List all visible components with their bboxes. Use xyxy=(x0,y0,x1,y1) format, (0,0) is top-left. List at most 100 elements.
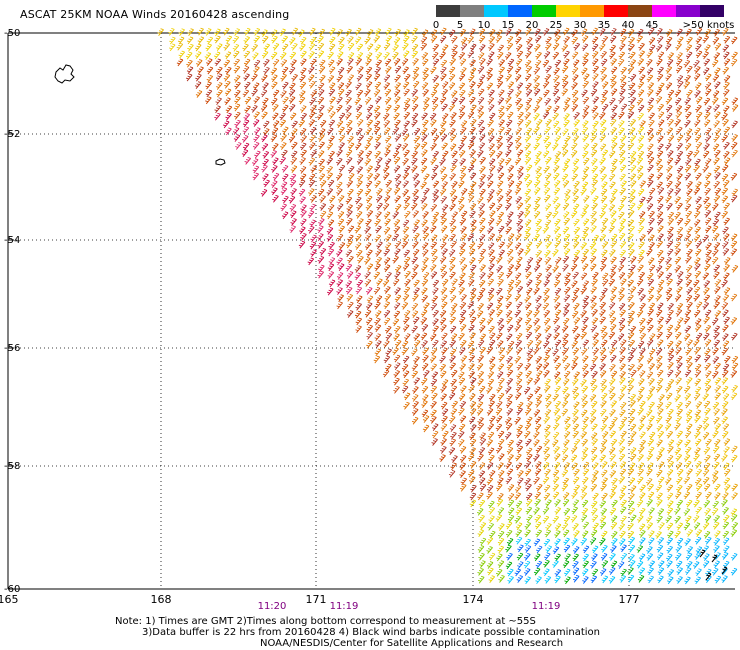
wind-barb xyxy=(523,560,531,569)
wind-barb xyxy=(601,149,609,158)
wind-barb xyxy=(486,561,494,569)
wind-barb xyxy=(646,409,653,418)
wind-barb xyxy=(722,363,730,372)
wind-barb xyxy=(562,317,570,326)
wind-barb xyxy=(667,134,675,143)
wind-barb xyxy=(619,74,627,83)
wind-barb xyxy=(486,439,493,447)
wind-barb xyxy=(639,294,646,302)
wind-barb xyxy=(552,196,559,205)
wind-barb xyxy=(289,225,296,234)
wind-barb xyxy=(365,202,373,211)
wind-barb xyxy=(573,484,580,493)
wind-barb xyxy=(535,97,543,105)
wind-barb xyxy=(430,89,438,98)
wind-barb xyxy=(609,181,616,190)
wind-barb xyxy=(497,324,505,333)
wind-barb xyxy=(486,302,494,311)
wind-barb xyxy=(723,316,730,325)
wind-barb xyxy=(573,111,580,120)
wind-barb xyxy=(638,445,645,454)
wind-barb xyxy=(629,453,637,462)
wind-barb xyxy=(486,67,493,76)
wind-barb xyxy=(496,553,503,562)
wind-barb xyxy=(724,468,731,477)
wind-barb xyxy=(628,43,635,52)
wind-barb xyxy=(495,218,503,227)
wind-barb xyxy=(308,66,315,75)
wind-barb xyxy=(384,88,392,97)
wind-barb xyxy=(570,454,578,463)
wind-barb xyxy=(730,370,738,378)
wind-barb xyxy=(713,339,721,348)
wind-barb xyxy=(627,271,634,279)
wind-barb xyxy=(478,28,486,37)
wind-barb xyxy=(533,347,540,355)
wind-barb xyxy=(591,423,598,432)
wind-barb xyxy=(723,179,730,188)
wind-barb xyxy=(441,234,449,242)
wind-barb xyxy=(563,393,570,401)
wind-barb xyxy=(656,249,664,258)
wind-barb xyxy=(459,400,467,409)
wind-barb xyxy=(580,379,587,387)
wind-barb xyxy=(656,423,664,432)
wind-barb xyxy=(498,453,505,461)
wind-barb xyxy=(705,438,712,447)
wind-barb xyxy=(702,51,709,60)
wind-barb xyxy=(346,271,354,279)
wind-barb xyxy=(487,278,495,287)
wind-barb xyxy=(667,211,675,220)
wind-barb xyxy=(638,66,645,75)
wind-barb xyxy=(336,257,343,266)
colorbar-swatch xyxy=(508,5,532,17)
wind-barb xyxy=(422,347,429,356)
wind-barb xyxy=(543,446,550,455)
wind-barb xyxy=(543,180,551,189)
wind-barb xyxy=(542,150,550,159)
wind-barb xyxy=(648,242,655,250)
wind-barb xyxy=(629,393,637,402)
wind-barb xyxy=(496,309,503,318)
wind-barb xyxy=(300,209,307,218)
wind-barb xyxy=(571,97,579,105)
wind-barb xyxy=(479,432,486,441)
wind-barb xyxy=(477,529,485,537)
wind-barb xyxy=(629,59,637,67)
wind-barb xyxy=(553,294,561,303)
wind-barb xyxy=(564,416,571,425)
wind-barb xyxy=(488,500,495,509)
wind-barb xyxy=(636,545,644,553)
wind-barb xyxy=(514,309,522,318)
wind-barb xyxy=(675,491,682,500)
wind-barb xyxy=(713,120,720,128)
wind-barb xyxy=(467,89,475,98)
wind-barb xyxy=(317,42,325,51)
wind-barb xyxy=(327,51,334,60)
wind-barb xyxy=(657,51,665,60)
wind-barb xyxy=(394,74,401,83)
wind-barb xyxy=(234,81,241,90)
wind-barb xyxy=(590,483,598,492)
wind-barb xyxy=(554,127,561,135)
wind-barb xyxy=(393,219,401,227)
wind-barb xyxy=(581,43,589,52)
wind-barb xyxy=(695,27,703,36)
wind-barb xyxy=(629,119,636,127)
wind-barb xyxy=(544,431,551,439)
wind-barb xyxy=(431,248,438,257)
wind-barb xyxy=(534,514,542,523)
wind-barb xyxy=(374,263,381,272)
wind-barb xyxy=(582,166,590,175)
wind-barb xyxy=(411,119,418,128)
wind-barb xyxy=(599,43,606,52)
wind-barb xyxy=(609,97,616,106)
wind-barb xyxy=(195,73,202,82)
wind-barb xyxy=(674,422,681,431)
wind-barb xyxy=(639,332,647,341)
wind-barb xyxy=(345,280,352,289)
wind-barb xyxy=(592,195,599,204)
wind-barb xyxy=(318,165,325,174)
wind-barb xyxy=(449,203,456,212)
wind-barb xyxy=(620,66,627,75)
